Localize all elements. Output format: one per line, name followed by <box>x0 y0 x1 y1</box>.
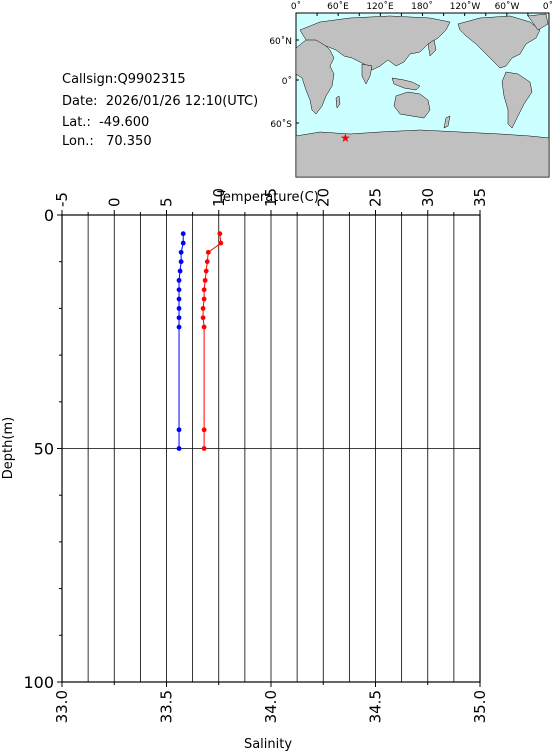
temperature-axis-title: Temperature(C) <box>216 190 319 205</box>
map-land-japan <box>427 39 437 57</box>
map-land-greenland <box>527 13 549 31</box>
latitude-text: Lat.: -49.600 <box>62 115 150 130</box>
temperature-tick-label: 5 <box>158 197 176 207</box>
station-marker-icon: ★ <box>340 131 351 145</box>
depth-axis-title: Depth(m) <box>1 417 16 479</box>
salinity-tick-label: 33.0 <box>53 690 71 723</box>
map-longitude-labels: 0˚ 60˚E 120˚E 180˚ 120˚W 60˚W 0˚ <box>291 1 553 12</box>
salinity-tick-label: 35.0 <box>471 690 489 723</box>
map-lon-label: 120˚E <box>366 1 394 12</box>
salinity-point <box>178 259 184 265</box>
salinity-point <box>177 268 183 274</box>
salinity-axis: 33.0 33.5 34.0 34.5 35.0 <box>53 682 489 723</box>
map-lon-label: 60˚W <box>495 1 520 12</box>
map-land-antarctica <box>295 129 550 178</box>
map-lon-label: 120˚W <box>450 1 481 12</box>
salinity-point <box>176 446 182 451</box>
depth-tick-label: 50 <box>34 440 54 459</box>
temperature-tick-label: 35 <box>471 188 489 207</box>
map-latitude-labels: 60˚N 0˚ 60˚S <box>269 36 292 130</box>
depth-tick-label: 0 <box>44 206 54 225</box>
temperature-point <box>203 268 209 274</box>
temperature-tick-label: 20 <box>314 188 332 207</box>
temperature-point <box>217 231 223 237</box>
map-lon-label: 0˚ <box>543 1 553 12</box>
salinity-point <box>176 427 182 433</box>
date-text: Date: 2026/01/26 12:10(UTC) <box>62 94 259 109</box>
depth-axis: 0 50 100 <box>23 206 62 692</box>
salinity-point <box>176 306 182 311</box>
map-lat-label: 60˚S <box>270 119 292 130</box>
temperature-tick-label: 0 <box>105 197 123 207</box>
map-land-new-zealand <box>443 115 451 129</box>
temperature-point <box>201 287 207 293</box>
temperature-point <box>204 259 210 265</box>
map-land-south-america <box>501 71 533 129</box>
temperature-point <box>201 324 207 330</box>
salinity-axis-title: Salinity <box>244 737 292 751</box>
temperature-point <box>200 315 206 321</box>
temperature-point <box>218 240 224 246</box>
map-lat-label: 60˚N <box>269 36 292 47</box>
salinity-point <box>176 324 182 330</box>
salinity-point <box>178 249 184 255</box>
map-land <box>295 13 550 178</box>
depth-tick-label: 100 <box>23 673 54 692</box>
temperature-point <box>201 446 207 451</box>
map-lon-label: 0˚ <box>291 1 301 12</box>
temperature-point <box>201 296 207 302</box>
temperature-tick-label: 10 <box>210 188 228 207</box>
location-map: 0˚ 60˚E 120˚E 180˚ 120˚W 60˚W 0˚ 60˚N 0˚… <box>269 1 553 178</box>
map-ticks <box>295 13 550 124</box>
temperature-point <box>200 306 206 311</box>
temperature-axis: -5 0 5 10 15 20 25 30 35 <box>53 188 489 215</box>
map-land-australia <box>393 91 431 119</box>
salinity-point <box>176 296 182 302</box>
map-lon-label: 180˚ <box>411 1 433 12</box>
salinity-point <box>176 287 182 293</box>
temperature-tick-label: -5 <box>53 192 71 207</box>
temperature-point <box>205 249 211 255</box>
temperature-tick-label: 25 <box>367 188 385 207</box>
plot-grid <box>62 215 480 682</box>
map-land-sea-islands <box>391 77 421 91</box>
salinity-point <box>180 231 186 237</box>
map-land-north-america <box>457 15 541 69</box>
temperature-point <box>201 427 207 433</box>
map-land-india <box>361 63 373 85</box>
series-layer <box>176 231 224 451</box>
salinity-point <box>176 315 182 321</box>
map-land-eurasia <box>299 15 451 71</box>
temperature-point <box>202 277 208 283</box>
salinity-tick-label: 34.0 <box>262 690 280 723</box>
salinity-tick-label: 33.5 <box>158 690 176 723</box>
salinity-point <box>176 277 182 283</box>
salinity-point <box>180 240 186 246</box>
map-lon-label: 60˚E <box>327 1 349 12</box>
salinity-tick-label: 34.5 <box>367 690 385 723</box>
longitude-text: Lon.: 70.350 <box>62 134 152 149</box>
temperature-tick-label: 15 <box>262 188 280 207</box>
map-lat-label: 0˚ <box>282 76 292 87</box>
callsign-text: Callsign:Q9902315 <box>62 72 186 87</box>
profile-plot: -5 0 5 10 15 20 25 30 35 33.0 33.5 34.0 34.5 35.0 05… <box>1 188 489 751</box>
map-land-madagascar <box>335 95 341 109</box>
temperature-tick-label: 30 <box>419 188 437 207</box>
